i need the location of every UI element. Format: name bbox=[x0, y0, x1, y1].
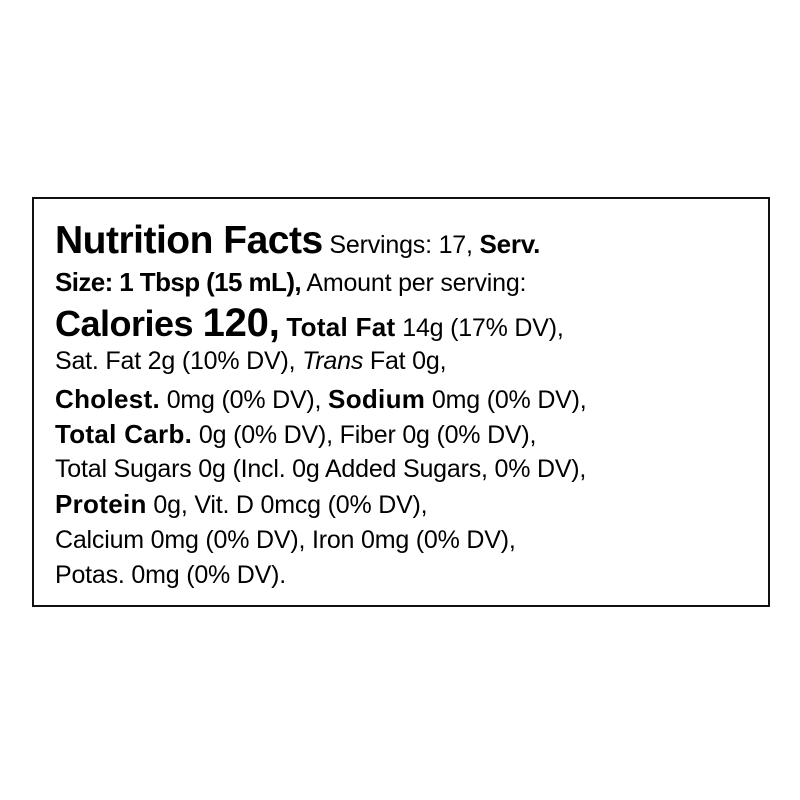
nutrition-facts-panel bbox=[32, 197, 770, 607]
line-protein: Protein 0g, Vit. D 0mcg (0% DV), bbox=[55, 489, 428, 520]
line-carb: Total Carb. 0g (0% DV), Fiber 0g (0% DV)… bbox=[55, 419, 536, 450]
line-sugars: Total Sugars 0g (Incl. 0g Added Sugars, … bbox=[55, 454, 586, 484]
serving-size-value: Size: 1 Tbsp (15 mL), bbox=[55, 267, 302, 297]
sodium-value: 0mg (0% DV), bbox=[425, 386, 587, 414]
nutrition-facts-title: Nutrition Facts bbox=[55, 219, 323, 262]
protein-value: 0g, Vit. D 0mcg (0% DV), bbox=[146, 491, 428, 519]
serving-size-label: Serv. bbox=[479, 229, 541, 259]
line-title: Nutrition Facts Servings: 17, Serv. bbox=[55, 220, 540, 266]
trans-label: Trans bbox=[302, 347, 364, 375]
sodium-label: Sodium bbox=[328, 384, 426, 414]
trans-fat-value: Fat 0g, bbox=[363, 347, 447, 375]
total-fat-label: Total Fat bbox=[286, 312, 396, 342]
sugars: Total Sugars 0g (Incl. 0g Added Sugars, … bbox=[55, 455, 587, 483]
cholesterol-value: 0mg (0% DV), bbox=[159, 386, 329, 414]
calcium-iron: Calcium 0mg (0% DV), Iron 0mg (0% DV), bbox=[55, 526, 516, 554]
potassium: Potas. 0mg (0% DV). bbox=[55, 561, 287, 589]
amount-per-serving: Amount per serving: bbox=[301, 269, 527, 297]
line-calories: Calories 120, Total Fat 14g (17% DV), bbox=[55, 302, 564, 349]
total-fat-value: 14g (17% DV), bbox=[395, 314, 564, 342]
line-serving-size: Size: 1 Tbsp (15 mL), Amount per serving… bbox=[55, 267, 527, 298]
protein-label: Protein bbox=[55, 489, 147, 519]
line-calcium-iron: Calcium 0mg (0% DV), Iron 0mg (0% DV), bbox=[55, 525, 516, 555]
cholesterol-label: Cholest. bbox=[55, 384, 160, 414]
line-cholesterol: Cholest. 0mg (0% DV), Sodium 0mg (0% DV)… bbox=[55, 384, 587, 415]
line-sat-fat: Sat. Fat 2g (10% DV), Trans Fat 0g, bbox=[55, 346, 447, 376]
calories-label: Calories bbox=[55, 303, 203, 344]
servings: Servings: 17, bbox=[322, 231, 480, 259]
carb-value: 0g (0% DV), Fiber 0g (0% DV), bbox=[192, 421, 537, 449]
line-potassium: Potas. 0mg (0% DV). bbox=[55, 560, 286, 590]
carb-label: Total Carb. bbox=[55, 419, 193, 449]
calories-value: 120, bbox=[202, 301, 280, 345]
sat-fat: Sat. Fat 2g (10% DV), bbox=[55, 347, 303, 375]
